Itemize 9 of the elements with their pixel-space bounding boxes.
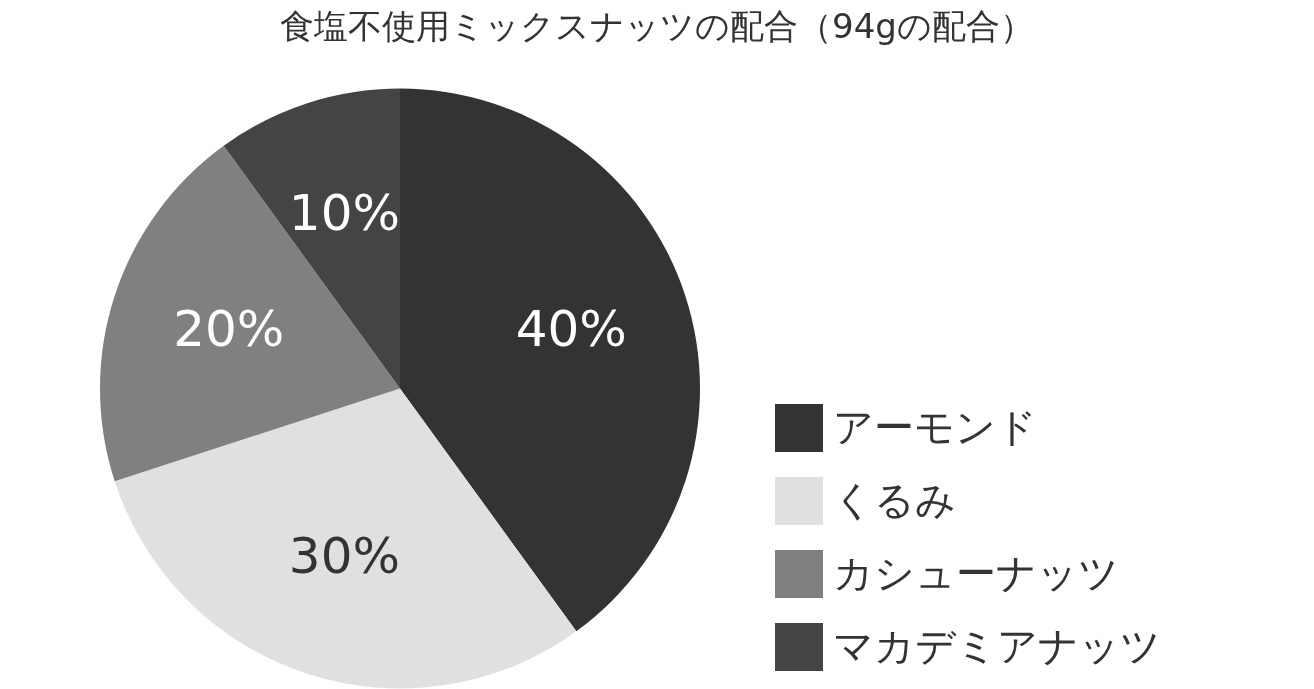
data-label: 20% bbox=[173, 299, 285, 358]
legend-label: くるみ bbox=[833, 476, 956, 525]
chart-title: 食塩不使用ミックスナッツの配合（94gの配合） bbox=[279, 5, 1035, 48]
legend-label: アーモンド bbox=[833, 403, 1037, 452]
data-label: 30% bbox=[288, 526, 400, 585]
legend-label: カシューナッツ bbox=[833, 549, 1119, 598]
data-label: 40% bbox=[515, 299, 627, 358]
data-label: 10% bbox=[288, 184, 400, 243]
legend-label: マカデミアナッツ bbox=[833, 622, 1161, 671]
